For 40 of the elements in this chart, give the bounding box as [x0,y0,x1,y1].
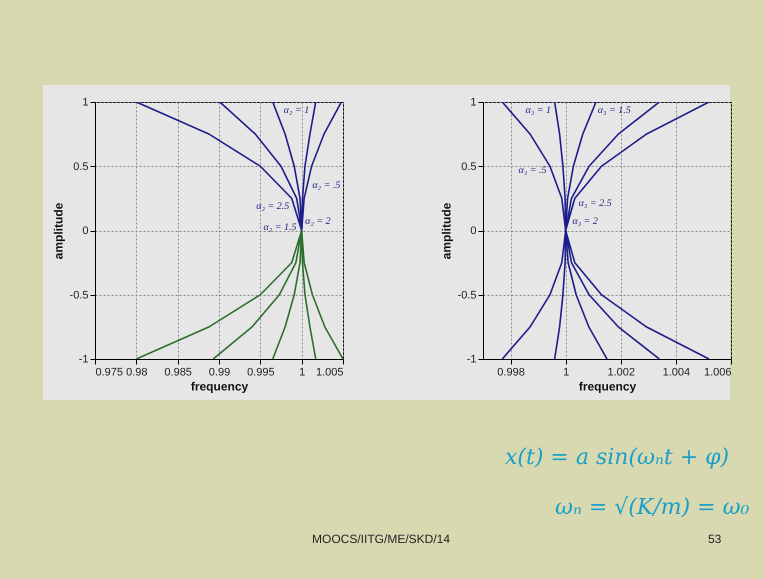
x-tick-label: 0.998 [497,366,525,378]
y-tick-label: 1 [470,96,476,108]
x-tick-label: 1.006 [704,366,732,378]
y-tick-label: -0.5 [458,289,476,302]
series-label: α₃ = 1.5 [598,105,631,116]
series-label: α₂ = 1 [284,105,310,116]
text: ωₙ = √(K/m) = ω₀ [555,495,750,520]
series-label: α₃ = 2.5 [578,198,612,209]
y-tick-label: 1 [82,96,88,108]
x-tick-label: 1 [563,366,570,378]
series-label: α₃ = .5 [518,165,546,176]
text: 53 [708,532,722,546]
x-tick-label: 0.975 [96,366,124,378]
x-tick-label: 1.002 [608,366,636,378]
y-tick-label: 0.5 [461,160,476,173]
x-axis-title: frequency [578,380,636,394]
series-label: α₃ = 2 [572,216,598,227]
y-tick-label: 0 [82,225,88,237]
x-tick-label: 0.995 [247,366,275,378]
x-tick-label: 1.005 [316,366,344,378]
series-label: α₃ = 1 [525,105,551,116]
y-axis-title: amplitude [52,202,66,260]
series-label: α₂ = 2 [305,216,331,227]
y-axis-title: amplitude [440,202,454,260]
text: x(t) = a sin(ωₙt + φ) [505,445,730,470]
x-tick-label: 0.98 [126,366,148,378]
series-label: α₂ = 1.5 [263,222,296,233]
y-tick-label: -1 [466,354,476,366]
series-label: α₂ = .5 [312,180,340,191]
y-tick-label: -1 [78,354,88,366]
x-axis-title: frequency [190,380,248,394]
x-tick-label: 1.004 [662,366,690,378]
x-tick-label: 0.99 [208,366,230,378]
y-tick-label: -0.5 [70,289,88,302]
series-label: α₂ = 2.5 [256,201,290,212]
y-tick-label: 0 [470,225,476,237]
x-tick-label: 0.985 [164,366,192,378]
text: MOOCS/IITG/ME/SKD/14 [312,532,450,546]
x-tick-label: 1 [299,366,306,378]
y-tick-label: 0.5 [73,160,88,173]
